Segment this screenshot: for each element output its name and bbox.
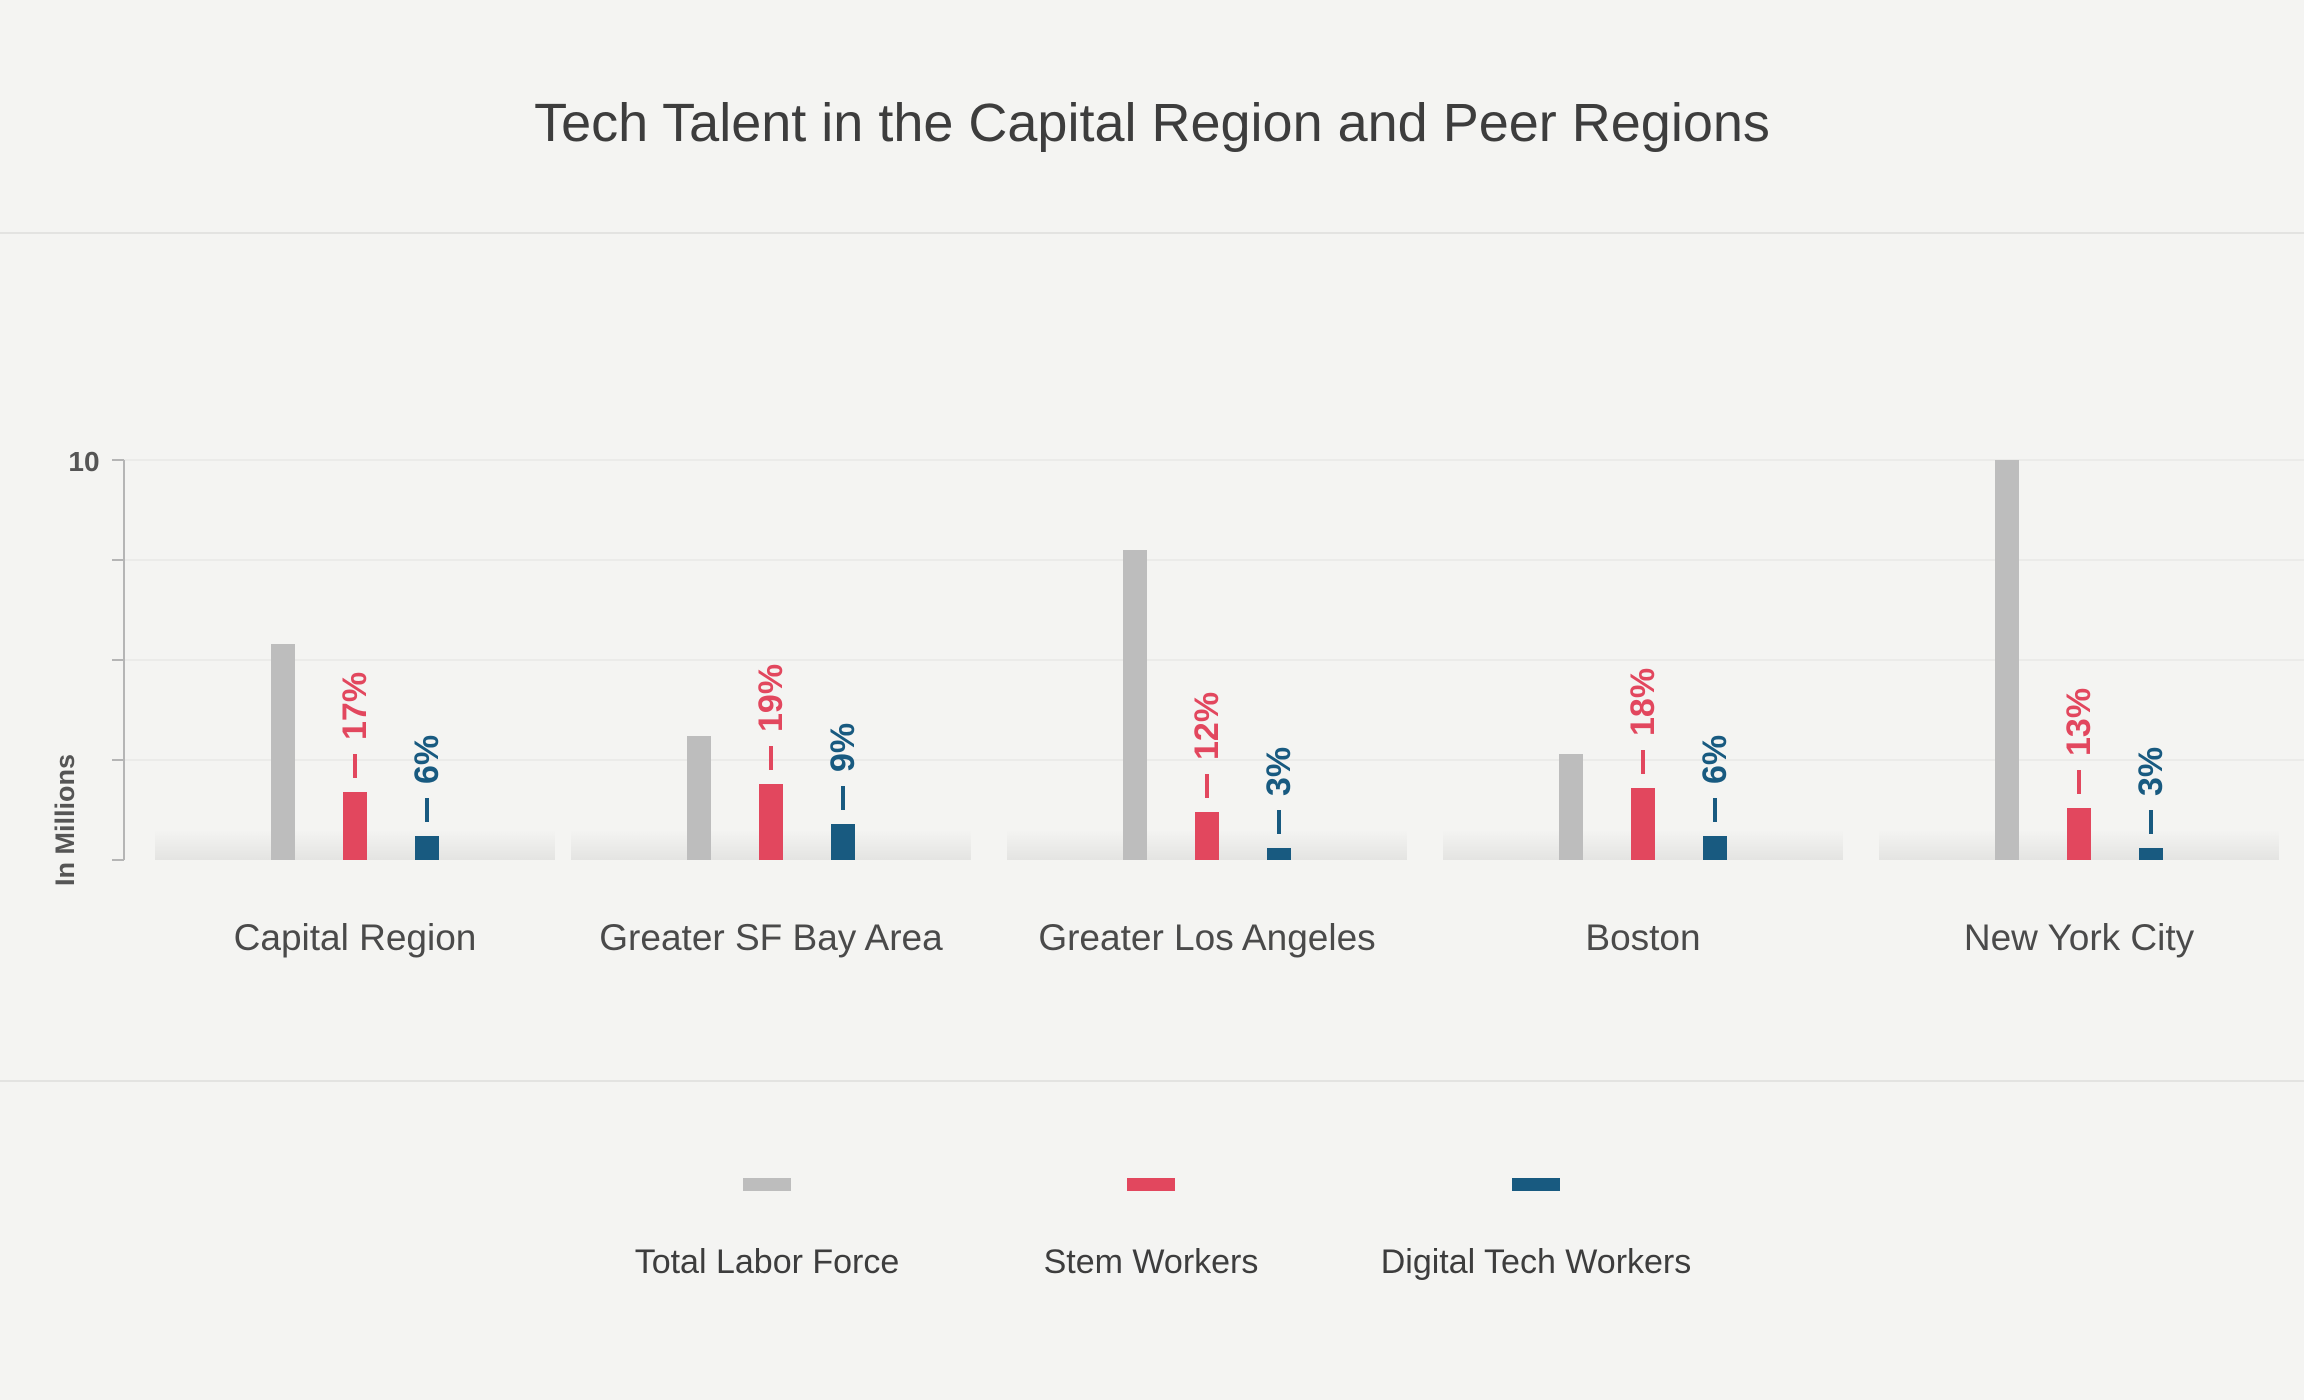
bar-digital-tech-workers xyxy=(1267,848,1291,860)
data-label: 6% xyxy=(408,735,446,784)
legend-item: Total Labor Force xyxy=(587,1170,947,1282)
category-label: Boston xyxy=(1585,917,1700,958)
legend: Total Labor Force Stem Workers Digital Tec… xyxy=(0,1170,2304,1310)
bar-digital-tech-workers xyxy=(415,836,439,860)
data-label: 9% xyxy=(824,723,862,772)
data-label: 12% xyxy=(1188,692,1226,760)
footer-divider xyxy=(0,1080,2304,1082)
bar-digital-tech-workers xyxy=(1703,836,1727,860)
bar-stem-workers xyxy=(1195,812,1219,860)
data-label: 17% xyxy=(336,672,374,740)
legend-item: Digital Tech Workers xyxy=(1356,1170,1716,1282)
category-label: Capital Region xyxy=(234,917,477,958)
category-label: Greater Los Angeles xyxy=(1038,917,1375,958)
bar-stem-workers xyxy=(343,792,367,860)
legend-label: Stem Workers xyxy=(1043,1243,1259,1281)
category-label: New York City xyxy=(1964,917,2195,958)
data-label: 19% xyxy=(752,664,790,732)
y-tick-label: 10 xyxy=(68,446,99,477)
category-label: Greater SF Bay Area xyxy=(599,917,943,958)
bar-stem-workers xyxy=(2067,808,2091,860)
bar-digital-tech-workers xyxy=(831,824,855,860)
bar-total-labor-force xyxy=(1995,460,2019,860)
legend-label: Digital Tech Workers xyxy=(1380,1243,1692,1281)
legend-item: Stem Workers xyxy=(971,1170,1331,1282)
data-label: 3% xyxy=(1260,747,1298,796)
legend-swatch xyxy=(1127,1178,1175,1191)
y-axis-label: In Millions xyxy=(50,754,80,886)
header-divider xyxy=(0,232,2304,234)
legend-swatch xyxy=(1512,1178,1560,1191)
bar-stem-workers xyxy=(759,784,783,860)
legend-swatch xyxy=(743,1178,791,1191)
data-label: 18% xyxy=(1624,668,1662,736)
chart-title: Tech Talent in the Capital Region and Pe… xyxy=(534,93,1770,153)
data-label: 6% xyxy=(1696,735,1734,784)
bar-total-labor-force xyxy=(1559,754,1583,860)
data-label: 3% xyxy=(2132,747,2170,796)
legend-label: Total Labor Force xyxy=(634,1243,900,1281)
bar-digital-tech-workers xyxy=(2139,848,2163,860)
bar-total-labor-force xyxy=(687,736,711,860)
bar-stem-workers xyxy=(1631,788,1655,860)
bar-total-labor-force xyxy=(271,644,295,860)
bar-total-labor-force xyxy=(1123,550,1147,860)
data-label: 13% xyxy=(2060,688,2098,756)
